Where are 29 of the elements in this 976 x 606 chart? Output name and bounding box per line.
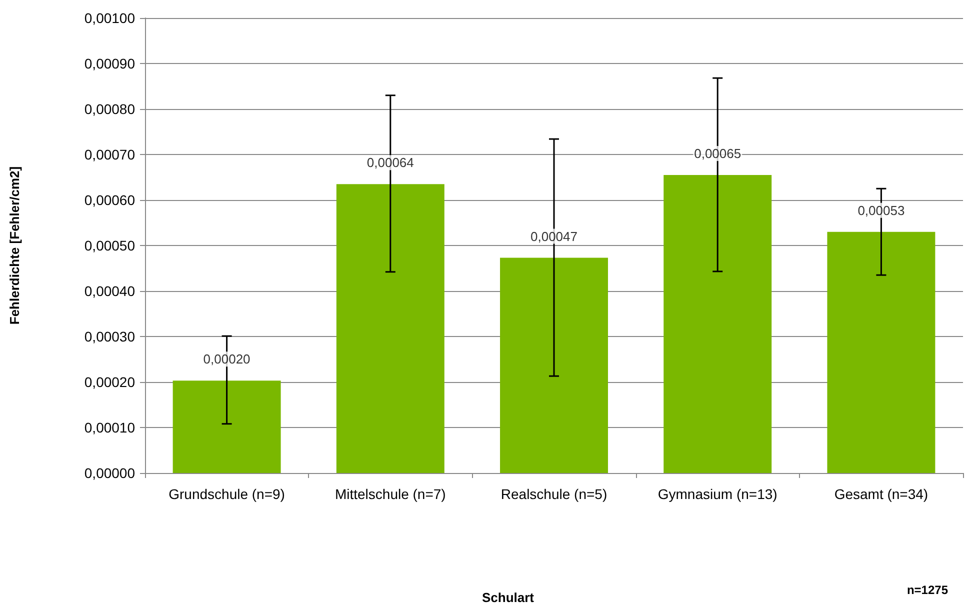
x-tick-label: Gymnasium (n=13) <box>658 486 778 502</box>
y-tick-label: 0,00070 <box>84 146 136 162</box>
y-tick-label: 0,00040 <box>84 283 136 299</box>
x-tick-label: Mittelschule (n=7) <box>334 486 446 502</box>
text: Schulart <box>482 590 535 605</box>
y-tick-label: 0,00090 <box>84 56 136 72</box>
y-tick-label: 0,00080 <box>84 101 136 117</box>
text: n=1275 <box>906 583 948 597</box>
x-tick-label: Grundschule (n=9) <box>168 486 285 502</box>
bar <box>500 258 608 473</box>
y-tick-label: 0,00100 <box>84 10 136 26</box>
data-label: 0,00047 <box>530 228 578 244</box>
y-tick-label: 0,00020 <box>84 374 136 390</box>
y-tick-label: 0,00010 <box>84 420 136 436</box>
y-tick-label: 0,00050 <box>84 238 136 254</box>
data-label: 0,00065 <box>694 146 742 161</box>
y-tick-label: 0,00000 <box>84 465 136 481</box>
y-tick-label: 0,00030 <box>84 328 136 344</box>
bar <box>827 232 936 473</box>
y-tick-label: 0,00060 <box>84 192 136 208</box>
bar <box>336 184 444 473</box>
data-label: 0,00020 <box>203 352 250 367</box>
x-tick-label: Realschule (n=5) <box>500 486 608 502</box>
y-axis-title: Fehlerdichte [Fehler/cm2] <box>7 166 22 325</box>
bar <box>172 380 281 473</box>
bar <box>664 174 772 473</box>
x-tick-label: Gesamt (n=34) <box>834 486 928 502</box>
data-label: 0,00053 <box>858 202 905 218</box>
data-label: 0,00064 <box>366 155 414 170</box>
